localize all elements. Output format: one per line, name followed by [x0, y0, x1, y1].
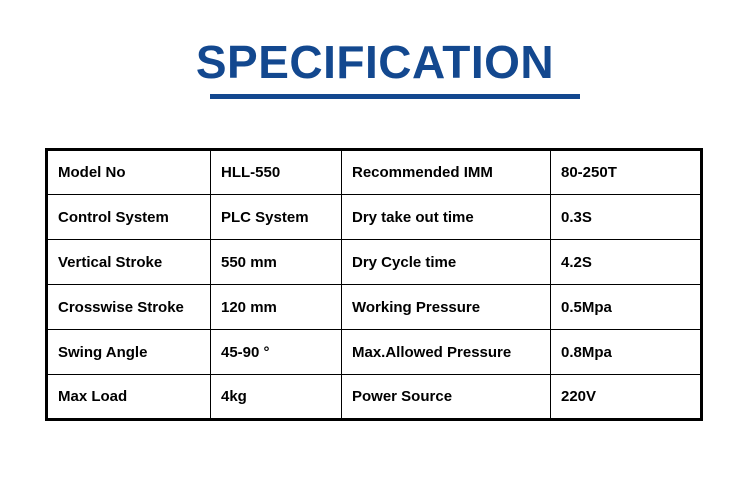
- page-title-block: SPECIFICATION: [0, 36, 750, 88]
- spec-label-cell: Max.Allowed Pressure: [341, 329, 551, 375]
- spec-label-cell: Recommended IMM: [341, 149, 551, 195]
- spec-label-cell: Dry Cycle time: [341, 239, 551, 285]
- spec-value-cell: 0.3S: [550, 194, 702, 240]
- spec-label-cell: Max Load: [46, 374, 211, 420]
- spec-value-cell: HLL-550: [210, 149, 342, 195]
- spec-value-cell: 45-90 °: [210, 329, 342, 375]
- table-row: Control System PLC System Dry take out t…: [46, 194, 702, 240]
- spec-label-cell: Crosswise Stroke: [46, 284, 211, 330]
- spec-value-cell: 4kg: [210, 374, 342, 420]
- table-row: Crosswise Stroke 120 mm Working Pressure…: [46, 284, 702, 330]
- spec-label-cell: Control System: [46, 194, 211, 240]
- spec-value-cell: 550 mm: [210, 239, 342, 285]
- spec-label-cell: Dry take out time: [341, 194, 551, 240]
- table-row: Swing Angle 45-90 ° Max.Allowed Pressure…: [46, 329, 702, 375]
- table-row: Max Load 4kg Power Source 220V: [46, 374, 702, 420]
- spec-label-cell: Swing Angle: [46, 329, 211, 375]
- spec-value-cell: 4.2S: [550, 239, 702, 285]
- spec-value-cell: 220V: [550, 374, 702, 420]
- spec-value-cell: 0.5Mpa: [550, 284, 702, 330]
- specification-table-body: Model No HLL-550 Recommended IMM 80-250T…: [46, 149, 702, 420]
- spec-label-cell: Working Pressure: [341, 284, 551, 330]
- spec-value-cell: PLC System: [210, 194, 342, 240]
- spec-label-cell: Power Source: [341, 374, 551, 420]
- spec-value-cell: 0.8Mpa: [550, 329, 702, 375]
- spec-label-cell: Model No: [46, 149, 211, 195]
- table-row: Vertical Stroke 550 mm Dry Cycle time 4.…: [46, 239, 702, 285]
- spec-value-cell: 80-250T: [550, 149, 702, 195]
- spec-label-cell: Vertical Stroke: [46, 239, 211, 285]
- specification-table: Model No HLL-550 Recommended IMM 80-250T…: [45, 148, 703, 421]
- spec-value-cell: 120 mm: [210, 284, 342, 330]
- title-underline-rule: [210, 94, 580, 99]
- table-row: Model No HLL-550 Recommended IMM 80-250T: [46, 149, 702, 195]
- page-title: SPECIFICATION: [195, 36, 555, 88]
